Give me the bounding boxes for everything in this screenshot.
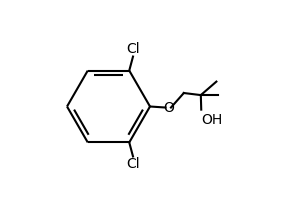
Text: O: O bbox=[163, 101, 174, 115]
Text: Cl: Cl bbox=[126, 42, 140, 56]
Text: Cl: Cl bbox=[126, 157, 140, 171]
Text: OH: OH bbox=[201, 113, 223, 127]
